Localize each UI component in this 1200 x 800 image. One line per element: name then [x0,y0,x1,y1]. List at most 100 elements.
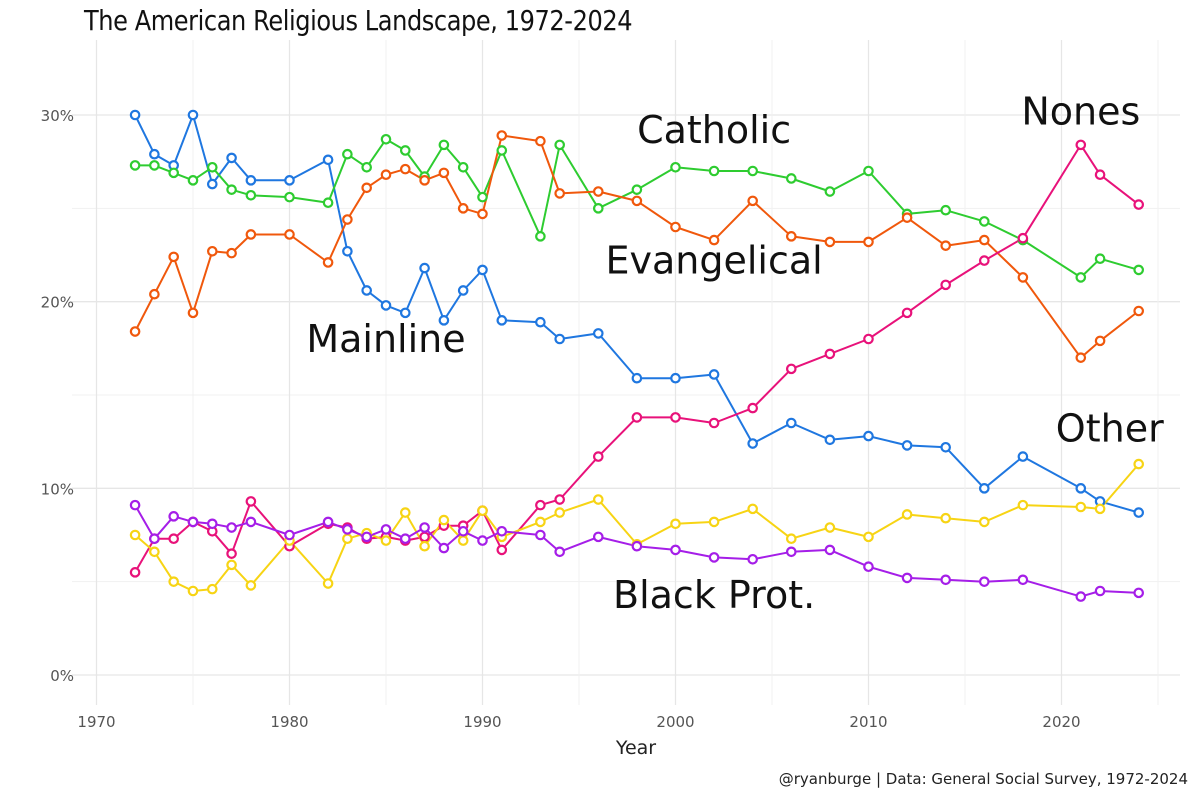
data-point-nones [496,544,508,556]
data-point-catholic [342,148,353,160]
data-point-catholic [535,231,546,242]
data-point-catholic [129,160,141,171]
data-point-evangelical [1094,335,1106,347]
data-point-catholic [168,167,179,179]
data-point-mainline [380,300,392,311]
data-point-nones [670,412,681,423]
data-point-evangelical [940,240,951,251]
data-point-other [1094,503,1106,515]
data-point-catholic [399,145,411,156]
series-label-nones: Nones [1021,89,1140,133]
data-point-black-prot [824,544,836,556]
data-point-catholic [438,139,450,151]
data-point-catholic [226,184,237,195]
data-point-catholic [670,161,681,173]
data-point-mainline [477,264,488,276]
chart-caption: @ryanburge | Data: General Social Survey… [779,770,1188,788]
data-point-mainline [419,262,430,274]
data-point-other [592,494,604,505]
data-point-evangelical [322,257,334,268]
data-point-other [785,533,797,545]
data-point-nones [592,451,604,462]
data-point-mainline [747,438,758,449]
data-point-evangelical [284,229,295,240]
data-point-nones [824,348,836,360]
data-point-other [207,583,218,595]
data-point-nones [245,496,257,507]
data-point-nones [554,494,565,505]
data-point-nones [226,548,237,559]
data-point-nones [1094,169,1106,181]
data-point-evangelical [863,236,874,248]
data-point-mainline [496,315,508,326]
data-point-black-prot [284,529,295,541]
data-point-catholic [940,204,951,216]
data-point-black-prot [322,516,334,528]
data-point-evangelical [168,251,179,263]
data-point-other [1017,499,1029,511]
data-point-catholic [361,161,372,173]
series-label-evangelical: Evangelical [605,239,822,283]
data-point-mainline [1133,507,1144,518]
data-point-other [438,514,450,526]
data-point-evangelical [380,169,392,181]
data-point-catholic [1075,272,1087,283]
data-point-mainline [322,154,334,166]
data-point-black-prot [978,576,990,587]
data-point-black-prot [554,546,565,558]
data-point-mainline [1017,451,1029,462]
data-point-evangelical [226,247,237,259]
data-point-other [535,516,546,528]
data-point-catholic [785,173,797,184]
data-point-other [168,576,179,587]
data-point-catholic [824,186,836,197]
data-point-mainline [245,175,257,186]
data-point-black-prot [785,546,797,558]
chart-title: The American Religious Landscape, 1972-2… [84,4,633,37]
data-point-other [322,578,334,589]
grid-layer [72,40,1180,705]
data-point-other [187,585,199,597]
data-point-evangelical [824,236,836,248]
data-point-other [342,533,353,545]
data-point-black-prot [399,533,411,545]
data-point-mainline [149,148,160,160]
data-point-other [419,540,430,552]
data-point-nones [978,255,990,266]
data-point-catholic [149,160,160,171]
data-point-catholic [631,184,643,195]
data-point-catholic [457,161,469,173]
data-point-nones [747,402,758,414]
data-point-catholic [592,203,604,214]
data-point-evangelical [978,234,990,246]
data-point-black-prot [1017,574,1029,586]
data-point-evangelical [419,175,430,186]
y-tick-label: 30% [41,107,74,125]
data-point-black-prot [226,522,237,533]
data-point-nones [1133,199,1144,210]
series-line-nones [134,143,1140,573]
data-point-mainline [592,328,604,339]
data-point-evangelical [708,234,720,246]
data-point-black-prot [342,524,353,535]
data-point-black-prot [535,529,546,541]
data-point-black-prot [419,522,430,533]
data-point-nones [129,567,141,578]
data-point-black-prot [1133,587,1144,599]
tick-layer: 0% 10% 20% 30% 1970 1980 1990 2000 2010 2020 [41,107,1081,731]
series-label-mainline: Mainline [306,317,465,361]
data-point-evangelical [496,130,508,141]
data-point-catholic [496,145,508,156]
data-point-evangelical [457,203,469,214]
x-tick-label: 1980 [270,713,308,731]
data-point-black-prot [129,499,141,511]
data-point-evangelical [129,326,141,337]
data-point-other [1133,458,1144,470]
data-point-catholic [708,165,720,177]
data-point-evangelical [477,208,488,220]
data-point-black-prot [940,574,951,586]
data-point-catholic [207,161,218,173]
x-tick-label: 2000 [656,713,694,731]
data-point-evangelical [1017,272,1029,283]
